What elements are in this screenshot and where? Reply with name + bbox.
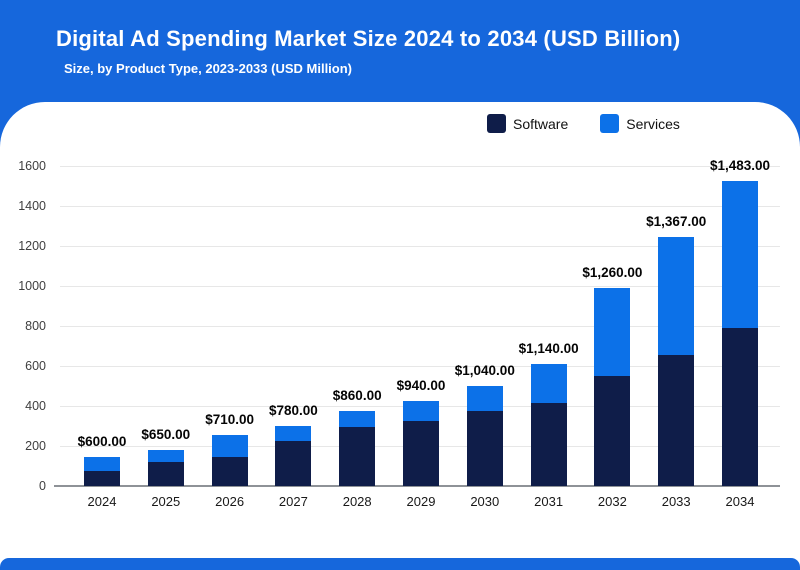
bar-total-label: $1,140.00 [518,340,579,356]
y-tick-label: 400 [25,399,46,413]
bar-segment-software [722,328,758,486]
x-tick-label: 2024 [87,494,117,509]
bar-total-label: $710.00 [205,412,254,428]
x-tick-label: 2025 [151,494,181,509]
bar-segment-services [339,411,376,427]
x-tick-label: 2033 [661,494,691,509]
bar-segment-software [211,457,248,486]
legend-label-services: Services [626,115,680,132]
bar-segment-services [147,449,184,462]
bar-segment-software [275,441,312,486]
bar-total-label: $650.00 [141,426,191,442]
legend-item-software: Software [487,114,568,133]
bar-total-label: $600.00 [77,433,127,449]
bar-total-label: $1,367.00 [646,214,707,229]
x-tick-label: 2030 [470,494,500,509]
legend-item-services: Services [600,114,680,133]
x-tick-label: 2029 [406,494,436,509]
bar-segment-software [594,376,631,486]
footer-strip [0,558,800,570]
legend-label-software: Software [513,115,569,132]
x-tick-label: 2027 [278,494,308,509]
bar-segment-software [84,471,120,486]
chart-title: Digital Ad Spending Market Size 2024 to … [56,26,681,51]
y-tick-label: 1600 [18,159,46,173]
bar-total-label: $1,483.00 [709,158,771,173]
y-tick-label: 1200 [18,239,46,253]
bar-total-label: $1,040.00 [454,362,515,378]
bar-segment-services [84,456,120,471]
y-tick-label: 1000 [18,279,46,293]
bar-segment-services [403,401,439,421]
bar-total-label: $860.00 [332,388,382,403]
bar-segment-software [530,403,567,486]
y-tick-label: 800 [25,319,46,333]
bar-segment-software [403,421,439,486]
gridline [60,246,780,247]
x-tick-label: 2028 [342,494,372,509]
bar-segment-services [530,363,567,403]
x-tick-label: 2031 [534,494,564,509]
bar-total-label: $780.00 [268,403,318,418]
x-tick-label: 2032 [597,494,627,509]
bar-segment-services [275,426,312,441]
software-swatch-icon [487,114,506,133]
y-tick-label: 0 [39,479,46,493]
legend: Software Services [487,114,680,133]
bar-segment-services [466,385,503,411]
chart-subtitle: Size, by Product Type, 2023-2033 (USD Mi… [64,61,352,76]
bar-segment-software [466,411,503,486]
x-axis-line [54,485,780,487]
services-swatch-icon [600,114,620,133]
gridline [60,326,780,327]
bar-segment-software [147,462,184,486]
x-tick-label: 2026 [215,494,245,509]
y-tick-label: 200 [25,439,46,453]
bar-segment-services [594,287,631,376]
x-tick-label: 2034 [725,494,755,509]
gridline [60,286,780,287]
gridline [60,366,780,367]
gridline [60,206,780,207]
bar-segment-services [211,435,248,457]
bar-total-label: $1,260.00 [582,264,643,280]
y-tick-label: 1400 [18,199,46,213]
bar-segment-software [339,427,376,486]
bar-segment-software [658,355,695,486]
bar-total-label: $940.00 [396,378,446,393]
bar-segment-services [658,237,695,355]
bar-segment-services [722,181,758,328]
gridline [60,166,780,167]
y-tick-label: 600 [25,359,46,373]
